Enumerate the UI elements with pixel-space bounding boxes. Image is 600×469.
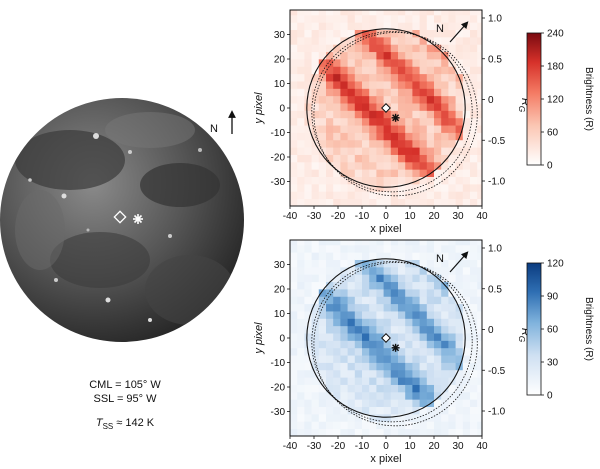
limb-circle-dotted-1 bbox=[311, 31, 473, 193]
rg-tick-label: 1.0 bbox=[488, 14, 502, 25]
north-label: N bbox=[436, 253, 444, 265]
y-tick-label: -10 bbox=[271, 358, 286, 369]
limb-circle-solid bbox=[306, 258, 466, 418]
moon-north-indicator: N bbox=[210, 110, 236, 135]
x-tick-label: -30 bbox=[307, 441, 322, 452]
x-tick-label: 40 bbox=[476, 441, 488, 452]
ssl-text: SSL = 95° W bbox=[93, 393, 157, 405]
heatmap-panel-red: N-40 -30 -20 -10 0 10 20 30 40x pixel3020100-10-… bbox=[253, 9, 594, 235]
x-tick-label: -10 bbox=[355, 211, 370, 222]
limb-circle-dotted-1 bbox=[311, 261, 473, 423]
y-tick-label: -20 bbox=[271, 383, 286, 394]
x-tick-label: 10 bbox=[404, 441, 416, 452]
rg-tick-label: -1.0 bbox=[488, 177, 506, 188]
moon-north-label: N bbox=[210, 123, 218, 135]
colorbar-tick-label: 180 bbox=[547, 62, 564, 73]
y-tick-label: 0 bbox=[279, 104, 285, 115]
x-tick-label: 30 bbox=[452, 211, 464, 222]
x-tick-label: -20 bbox=[331, 441, 346, 452]
limb-circle-dotted-2 bbox=[313, 262, 478, 427]
heatmap-panel-blue: N-40 -30 -20 -10 0 10 20 30 40x pixel3020100-10-… bbox=[253, 239, 594, 465]
moon-star-marker bbox=[133, 214, 143, 224]
colorbar-label: Brightness (R) bbox=[583, 297, 594, 361]
x-tick-label: 0 bbox=[383, 211, 389, 222]
subsolar-temperature: TSS ≈ 142 K bbox=[60, 416, 190, 434]
colorbar-tick-label: 90 bbox=[547, 292, 559, 303]
limb-circle-dotted-2 bbox=[313, 32, 478, 197]
x-tick-label: 0 bbox=[383, 441, 389, 452]
moon-image bbox=[0, 98, 244, 342]
y-tick-label: -10 bbox=[271, 128, 286, 139]
north-arrow-icon bbox=[449, 21, 469, 43]
x-tick-label: 30 bbox=[452, 441, 464, 452]
y-tick-label: 30 bbox=[274, 260, 286, 271]
x-tick-label: -40 bbox=[283, 441, 298, 452]
y-tick-label: -20 bbox=[271, 153, 286, 164]
north-arrow-icon bbox=[449, 251, 469, 273]
colorbar-tick-label: 120 bbox=[547, 95, 564, 106]
x-tick-label: 40 bbox=[476, 211, 488, 222]
cml-text: CML = 105° W bbox=[89, 379, 161, 391]
diamond-marker bbox=[381, 333, 391, 343]
x-tick-label: -10 bbox=[355, 441, 370, 452]
rg-axis-subscript: G bbox=[517, 336, 526, 342]
x-tick-label: 10 bbox=[404, 211, 416, 222]
rg-tick-label: 0.5 bbox=[488, 284, 502, 295]
y-tick-label: 30 bbox=[274, 30, 286, 41]
north-label: N bbox=[436, 23, 444, 35]
colorbar-tick-label: 240 bbox=[547, 29, 564, 40]
x-axis-label: x pixel bbox=[370, 453, 401, 465]
tss-subscript: SS bbox=[102, 422, 114, 432]
x-tick-label: 20 bbox=[428, 211, 440, 222]
rg-tick-label: 0 bbox=[488, 95, 494, 106]
rg-tick-label: -0.5 bbox=[488, 136, 506, 147]
y-tick-label: 0 bbox=[279, 334, 285, 345]
y-tick-label: 20 bbox=[274, 55, 286, 66]
y-tick-label: 20 bbox=[274, 285, 286, 296]
y-tick-label: -30 bbox=[271, 407, 286, 418]
star-marker bbox=[391, 343, 400, 352]
y-tick-label: -30 bbox=[271, 177, 286, 188]
colorbar-tick-label: 30 bbox=[547, 358, 559, 369]
colorbar-tick-label: 120 bbox=[547, 259, 564, 270]
colorbar-tick-label: 60 bbox=[547, 128, 559, 139]
rg-tick-label: 1.0 bbox=[488, 244, 502, 255]
y-tick-label: 10 bbox=[274, 309, 286, 320]
colorbar bbox=[526, 32, 542, 166]
colorbar-tick-label: 60 bbox=[547, 325, 559, 336]
moon-surface-features bbox=[15, 112, 235, 325]
x-axis-label: x pixel bbox=[370, 223, 401, 235]
rg-axis-subscript: G bbox=[517, 106, 526, 112]
moon-diamond-marker bbox=[113, 210, 127, 224]
colorbar-tick-label: 0 bbox=[547, 161, 553, 172]
x-tick-label: -20 bbox=[331, 211, 346, 222]
colorbar bbox=[526, 262, 542, 396]
rg-tick-label: 0.5 bbox=[488, 54, 502, 65]
y-axis-label: y pixel bbox=[253, 322, 265, 355]
star-marker bbox=[391, 113, 400, 122]
x-tick-label: -40 bbox=[283, 211, 298, 222]
rg-tick-label: 0 bbox=[488, 325, 494, 336]
heatmap-cells bbox=[290, 10, 482, 206]
x-tick-label: -30 bbox=[307, 211, 322, 222]
colorbar-tick-label: 0 bbox=[547, 391, 553, 402]
diamond-marker bbox=[381, 103, 391, 113]
x-tick-label: 20 bbox=[428, 441, 440, 452]
rg-tick-label: -0.5 bbox=[488, 366, 506, 377]
limb-circle-solid bbox=[306, 28, 466, 188]
colorbar-label: Brightness (R) bbox=[583, 67, 594, 131]
y-tick-label: 10 bbox=[274, 79, 286, 90]
tss-value: ≈ 142 K bbox=[113, 417, 155, 429]
observation-info: CML = 105° W SSL = 95° W TSS ≈ 142 K bbox=[60, 378, 190, 434]
y-axis-label: y pixel bbox=[253, 92, 265, 125]
rg-tick-label: -1.0 bbox=[488, 407, 506, 418]
tss-symbol: T bbox=[95, 417, 103, 429]
